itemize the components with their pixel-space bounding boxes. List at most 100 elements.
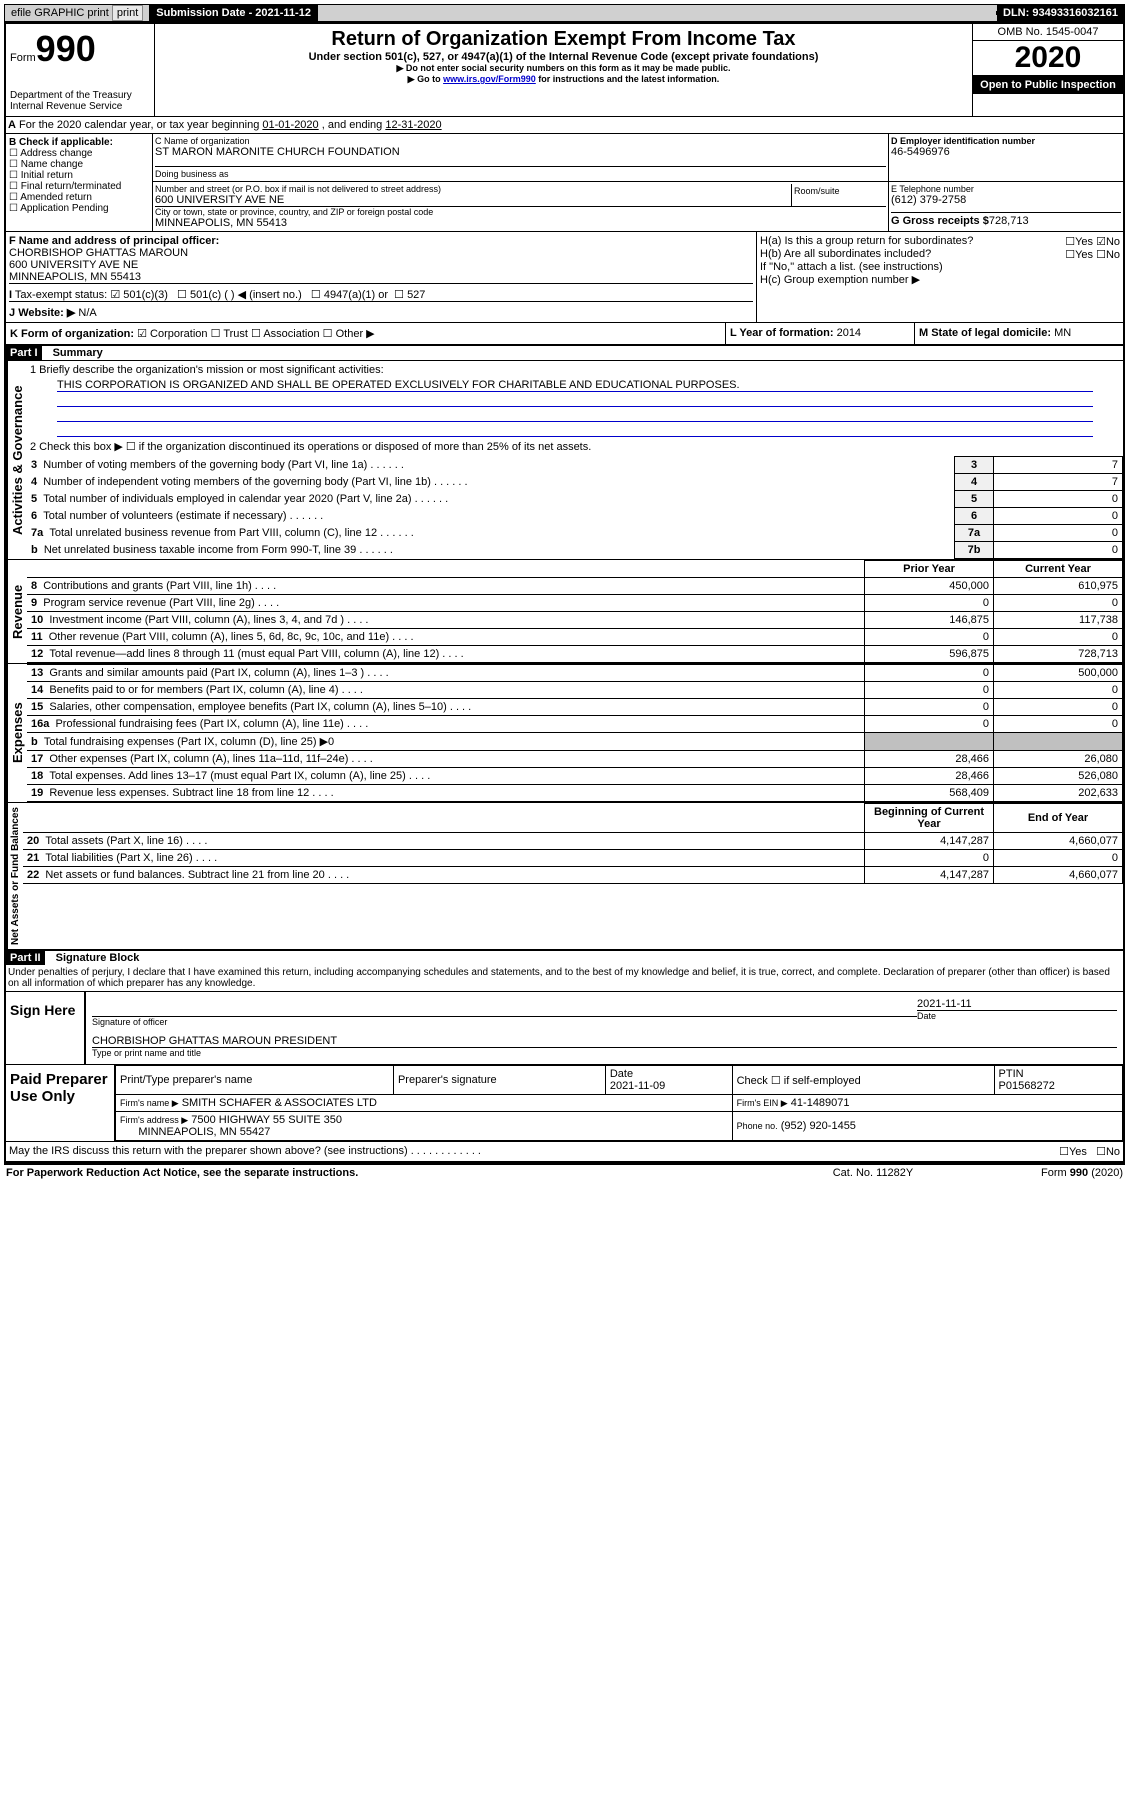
table-row: 3 Number of voting members of the govern… <box>27 457 1123 474</box>
officer-name: CHORBISHOP GHATTAS MAROUN <box>9 247 753 259</box>
table-row: 17 Other expenses (Part IX, column (A), … <box>27 751 1123 768</box>
room-label: Room/suite <box>791 184 886 206</box>
section-e-g: E Telephone number (612) 379-2758 G Gros… <box>889 182 1123 231</box>
table-row: 19 Revenue less expenses. Subtract line … <box>27 785 1123 802</box>
table-row: 9 Program service revenue (Part VIII, li… <box>27 595 1123 612</box>
section-l: L Year of formation: 2014 <box>725 323 914 344</box>
section-k: K Form of organization: ☑ Corporation ☐ … <box>6 323 725 344</box>
checkbox-option[interactable]: ☐ Address change <box>9 148 149 159</box>
table-row: 20 Total assets (Part X, line 16) . . . … <box>23 833 1123 850</box>
revenue-table: Prior YearCurrent Year8 Contributions an… <box>27 560 1123 663</box>
officer-addr2: MINNEAPOLIS, MN 55413 <box>9 271 753 283</box>
vert-expenses: Expenses <box>6 664 27 802</box>
table-row: b Total fundraising expenses (Part IX, c… <box>27 733 1123 751</box>
checkbox-option[interactable]: ☐ Amended return <box>9 192 149 203</box>
paid-preparer-label: Paid Preparer Use Only <box>6 1065 115 1141</box>
part1-header: Part I Summary <box>6 346 1123 361</box>
ein-label: D Employer identification number <box>891 136 1121 146</box>
checkbox-option[interactable]: ☐ Name change <box>9 159 149 170</box>
officer-printed-name: CHORBISHOP GHATTAS MAROUN PRESIDENT <box>92 1035 1117 1048</box>
vert-governance: Activities & Governance <box>6 361 27 559</box>
governance-table: 3 Number of voting members of the govern… <box>27 456 1123 559</box>
form-number: 990 <box>36 28 96 69</box>
period-row: A For the 2020 calendar year, or tax yea… <box>6 117 1123 134</box>
submission-date: Submission Date - 2021-11-12 <box>150 5 318 21</box>
vert-netassets: Net Assets or Fund Balances <box>6 803 23 949</box>
table-row: 21 Total liabilities (Part X, line 26) .… <box>23 850 1123 867</box>
tax-year: 2020 <box>973 40 1123 76</box>
table-row: 11 Other revenue (Part VIII, column (A),… <box>27 629 1123 646</box>
q2-label: 2 Check this box ▶ ☐ if the organization… <box>27 437 1123 456</box>
city-label: City or town, state or province, country… <box>155 207 886 217</box>
table-row: 18 Total expenses. Add lines 13–17 (must… <box>27 768 1123 785</box>
website-label: Website: ▶ <box>18 307 75 319</box>
gross-value: 728,713 <box>989 215 1029 227</box>
officer-label: F Name and address of principal officer: <box>9 235 219 247</box>
checkbox-option[interactable]: ☐ Application Pending <box>9 203 149 214</box>
officer-addr1: 600 UNIVERSITY AVE NE <box>9 259 753 271</box>
header-right: OMB No. 1545-0047 2020 Open to Public In… <box>973 24 1123 116</box>
table-row: 15 Salaries, other compensation, employe… <box>27 699 1123 716</box>
firm-name: SMITH SCHAFER & ASSOCIATES LTD <box>182 1097 377 1109</box>
sign-here-label: Sign Here <box>6 992 86 1064</box>
addr-label: Number and street (or P.O. box if mail i… <box>155 184 791 194</box>
form-subtitle: Under section 501(c), 527, or 4947(a)(1)… <box>159 51 968 63</box>
org-name: ST MARON MARONITE CHURCH FOUNDATION <box>155 146 886 158</box>
section-m: M State of legal domicile: MN <box>914 323 1123 344</box>
netassets-table: Beginning of Current YearEnd of Year20 T… <box>23 803 1123 884</box>
table-row: 10 Investment income (Part VIII, column … <box>27 612 1123 629</box>
dln: DLN: 93493316032161 <box>997 5 1124 21</box>
dba-label: Doing business as <box>155 169 886 179</box>
sig-date: 2021-11-11 <box>917 998 1117 1011</box>
efile-label: efile GRAPHIC print print <box>5 5 150 21</box>
table-row: 4 Number of independent voting members o… <box>27 474 1123 491</box>
addr-value: 600 UNIVERSITY AVE NE <box>155 194 791 206</box>
form-container: Form990 Department of the Treasury Inter… <box>4 22 1125 1165</box>
table-row: 12 Total revenue—add lines 8 through 11 … <box>27 646 1123 663</box>
table-row: 6 Total number of volunteers (estimate i… <box>27 508 1123 525</box>
firm-ein: 41-1489071 <box>791 1097 850 1109</box>
phone-label: E Telephone number <box>891 184 1121 194</box>
top-toolbar: efile GRAPHIC print print Submission Dat… <box>4 4 1125 22</box>
irs-link[interactable]: www.irs.gov/Form990 <box>443 74 536 84</box>
table-row: 16a Professional fundraising fees (Part … <box>27 716 1123 733</box>
section-b: B Check if applicable: ☐ Address change☐… <box>6 134 153 231</box>
section-b-label: B Check if applicable: <box>9 137 113 148</box>
checkbox-option[interactable]: ☐ Initial return <box>9 170 149 181</box>
gross-label: G Gross receipts $ <box>891 215 989 227</box>
vert-revenue: Revenue <box>6 560 27 663</box>
firm-phone: (952) 920-1455 <box>781 1120 856 1132</box>
firm-addr: 7500 HIGHWAY 55 SUITE 350 <box>191 1114 342 1126</box>
cat-no: Cat. No. 11282Y <box>773 1167 973 1179</box>
section-d: D Employer identification number 46-5496… <box>889 134 1123 182</box>
print-button[interactable]: print <box>112 5 143 21</box>
part2-header: Part II Signature Block <box>6 949 1123 965</box>
table-row: b Net unrelated business taxable income … <box>27 542 1123 559</box>
header-left: Form990 Department of the Treasury Inter… <box>6 24 155 116</box>
omb: OMB No. 1545-0047 <box>973 24 1123 40</box>
part1-body: Activities & Governance 1 Briefly descri… <box>6 361 1123 559</box>
form-label: Form <box>10 52 36 64</box>
preparer-table: Print/Type preparer's name Preparer's si… <box>115 1065 1123 1141</box>
table-row: 8 Contributions and grants (Part VIII, l… <box>27 578 1123 595</box>
note-ssn: ▶ Do not enter social security numbers o… <box>159 63 968 74</box>
footer: For Paperwork Reduction Act Notice, see … <box>4 1165 1125 1181</box>
q1-text: THIS CORPORATION IS ORGANIZED AND SHALL … <box>57 379 1093 392</box>
sig-officer-label: Signature of officer <box>92 1017 917 1027</box>
public-inspection: Open to Public Inspection <box>973 76 1123 94</box>
table-row: 14 Benefits paid to or for members (Part… <box>27 682 1123 699</box>
form-title: Return of Organization Exempt From Incom… <box>159 28 968 51</box>
penalties-text: Under penalties of perjury, I declare th… <box>6 965 1123 991</box>
note-link: ▶ Go to www.irs.gov/Form990 for instruct… <box>159 74 968 85</box>
table-row: 13 Grants and similar amounts paid (Part… <box>27 665 1123 682</box>
ein-value: 46-5496976 <box>891 146 1121 158</box>
city-value: MINNEAPOLIS, MN 55413 <box>155 217 886 229</box>
table-row: 22 Net assets or fund balances. Subtract… <box>23 867 1123 884</box>
table-row: 5 Total number of individuals employed i… <box>27 491 1123 508</box>
section-f-i-j: F Name and address of principal officer:… <box>6 232 757 322</box>
header-center: Return of Organization Exempt From Incom… <box>155 24 973 116</box>
checkbox-option[interactable]: ☐ Final return/terminated <box>9 181 149 192</box>
website-value: N/A <box>78 307 96 319</box>
paperwork-notice: For Paperwork Reduction Act Notice, see … <box>6 1167 773 1179</box>
table-row: 7a Total unrelated business revenue from… <box>27 525 1123 542</box>
